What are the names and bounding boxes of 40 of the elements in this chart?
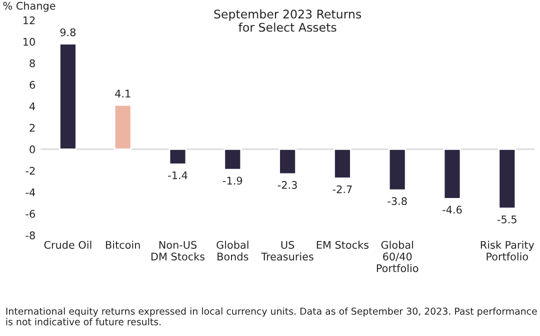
y-axis-title: % Change bbox=[3, 2, 56, 12]
y-tick-label: -2 bbox=[26, 166, 35, 175]
y-tick-label: 6 bbox=[30, 80, 35, 89]
y-tick-label: 10 bbox=[24, 38, 35, 46]
x-tick-label: Crude Oil bbox=[44, 240, 92, 249]
data-label: -4.6 bbox=[442, 206, 462, 214]
y-tick-label: -4 bbox=[26, 188, 36, 196]
data-label: 4.1 bbox=[115, 90, 130, 98]
y-tick-label: -6 bbox=[26, 210, 35, 218]
y-tick-label: 0 bbox=[30, 145, 35, 154]
y-tick-label: -8 bbox=[26, 231, 35, 240]
bar bbox=[59, 43, 77, 150]
bar bbox=[443, 148, 462, 200]
y-tick-label: 8 bbox=[30, 59, 35, 68]
x-tick-label: EM Stocks bbox=[316, 240, 369, 249]
y-tick-label: 12 bbox=[24, 16, 35, 24]
x-tick-label: Risk Parity Portfolio bbox=[480, 240, 534, 260]
x-tick-label: Global 60/40 Portfolio bbox=[376, 240, 418, 272]
data-label: -1.4 bbox=[168, 172, 188, 180]
chart-title: September 2023 Returns for Select Assets bbox=[214, 9, 362, 32]
bar bbox=[334, 148, 352, 179]
bar bbox=[498, 148, 516, 210]
x-tick-label: Global Bonds bbox=[216, 240, 248, 260]
x-tick-label: US Treasuries bbox=[261, 240, 314, 260]
data-label: -3.8 bbox=[388, 197, 407, 206]
bar bbox=[114, 104, 132, 150]
bar bbox=[224, 148, 242, 170]
data-label: 9.8 bbox=[60, 28, 76, 36]
y-tick-label: 4 bbox=[30, 102, 36, 110]
data-label: -2.3 bbox=[278, 181, 297, 189]
bar bbox=[278, 148, 296, 175]
x-tick-label: Non-US DM Stocks bbox=[151, 240, 205, 260]
text: International equity returns expressed in local currency units. Data as of September 30, 2023. Past performance is not indicative of future results. bbox=[6, 307, 537, 326]
data-label: -1.9 bbox=[222, 176, 242, 185]
bar bbox=[388, 148, 406, 191]
y-tick-label: 2 bbox=[30, 124, 35, 132]
data-label: -5.5 bbox=[497, 216, 516, 224]
bar bbox=[168, 148, 187, 165]
data-label: -2.7 bbox=[332, 185, 352, 194]
x-tick-label: Bitcoin bbox=[106, 240, 140, 249]
